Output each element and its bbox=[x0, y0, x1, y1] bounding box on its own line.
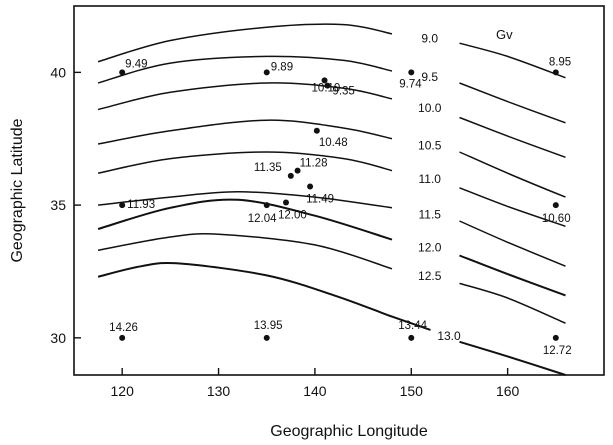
x-tick-label: 130 bbox=[207, 383, 231, 399]
station-point bbox=[307, 183, 314, 190]
station-value-label: 12.72 bbox=[543, 345, 572, 357]
station-value-label: 13.95 bbox=[254, 320, 283, 332]
contour-value-label: 12.0 bbox=[418, 241, 442, 255]
x-tick-label: 140 bbox=[303, 383, 327, 399]
contour-line bbox=[97, 82, 393, 111]
station-point bbox=[263, 334, 270, 341]
contour-line bbox=[98, 191, 393, 209]
contour-line bbox=[97, 261, 431, 331]
axis-ticks: 120 130 140 150 160 30 35 40 bbox=[50, 64, 519, 399]
x-tick-label: 120 bbox=[111, 383, 135, 399]
contour-line bbox=[459, 254, 566, 297]
contour-line bbox=[97, 151, 393, 174]
contour-value-label: 11.0 bbox=[418, 172, 441, 186]
station-value-label: 10.10 bbox=[312, 82, 341, 94]
plot-border bbox=[73, 5, 605, 376]
contour-line bbox=[97, 198, 393, 241]
contour-labels: 9.0 9.5 10.0 10.5 11.0 11.5 12.0 12.5 13.0 bbox=[418, 32, 461, 343]
station-point bbox=[119, 202, 126, 209]
contour-line bbox=[459, 340, 566, 376]
station-point bbox=[263, 202, 270, 209]
station-value-label: 13.44 bbox=[398, 320, 427, 332]
contour-line bbox=[459, 82, 566, 124]
contour-value-label: 10.0 bbox=[418, 101, 442, 115]
contour-line bbox=[97, 233, 393, 270]
station-point bbox=[283, 199, 289, 206]
contour-lines bbox=[97, 23, 566, 376]
contour-line bbox=[459, 187, 566, 228]
plot-frame bbox=[73, 5, 605, 376]
contour-line bbox=[459, 42, 566, 79]
station-point bbox=[552, 69, 559, 76]
station-value-label: 12.04 bbox=[248, 213, 277, 225]
contour-value-label: 10.5 bbox=[418, 138, 442, 152]
station-point bbox=[408, 334, 415, 341]
station-value-label: 14.26 bbox=[109, 322, 138, 334]
station-value-label: 12.00 bbox=[278, 209, 307, 221]
contour-line bbox=[459, 116, 566, 159]
x-tick-label: 160 bbox=[496, 383, 520, 399]
station-point bbox=[119, 69, 126, 76]
station-point bbox=[119, 334, 126, 341]
station-value-label: 9.74 bbox=[399, 78, 422, 90]
station-value-label: 11.35 bbox=[254, 162, 282, 174]
station-point bbox=[552, 202, 559, 209]
station-point bbox=[408, 69, 415, 76]
x-tick-label: 150 bbox=[400, 383, 424, 399]
contour-line bbox=[459, 282, 566, 324]
station-value-label: 9.35 bbox=[332, 86, 354, 98]
station-value-label: 10.48 bbox=[319, 137, 348, 149]
station-value-label: 10.60 bbox=[542, 213, 571, 225]
contour-line bbox=[459, 151, 566, 198]
contour-value-label: 11.5 bbox=[418, 207, 441, 221]
y-tick-label: 30 bbox=[50, 330, 66, 346]
y-axis-label: Geographic Latitude bbox=[9, 118, 26, 262]
y-tick-label: 40 bbox=[50, 64, 66, 80]
contour-value-label: 9.5 bbox=[421, 70, 438, 84]
station-point bbox=[313, 127, 320, 134]
station-point bbox=[287, 172, 294, 179]
station-value-label: 11.28 bbox=[300, 158, 328, 170]
contour-value-label: 9.0 bbox=[421, 32, 438, 46]
unit-label: Gv bbox=[496, 27, 513, 42]
y-tick-label: 35 bbox=[50, 197, 66, 213]
station-value-label: 11.93 bbox=[127, 199, 155, 211]
station-value-label: 11.49 bbox=[306, 194, 334, 206]
contour-line bbox=[97, 55, 393, 84]
contour-line bbox=[97, 119, 393, 145]
station-value-label: 8.95 bbox=[549, 56, 571, 68]
contour-value-label: 13.0 bbox=[437, 329, 461, 343]
station-value-label: 9.89 bbox=[271, 61, 293, 73]
station-point bbox=[324, 82, 331, 89]
contour-line bbox=[97, 23, 393, 63]
contour-value-label: 12.5 bbox=[418, 269, 442, 283]
station-point bbox=[321, 77, 328, 84]
x-axis-label: Geographic Longitude bbox=[270, 423, 428, 440]
station-point bbox=[294, 167, 301, 174]
data-points: 9.49 9.89 10.109.35 9.74 8.95 10.48 11.35 11.28… bbox=[109, 56, 571, 356]
contour-line bbox=[459, 220, 566, 267]
station-point bbox=[263, 69, 270, 76]
station-point bbox=[552, 334, 559, 341]
station-value-label: 9.49 bbox=[125, 58, 147, 70]
